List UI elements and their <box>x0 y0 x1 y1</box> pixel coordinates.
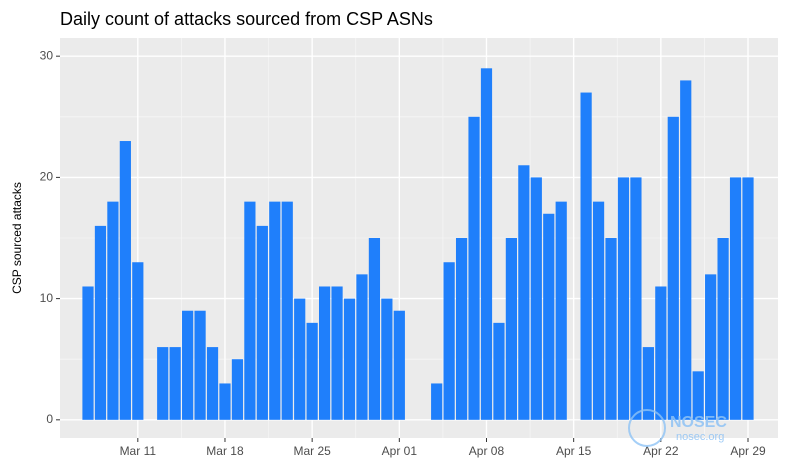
bar <box>692 371 704 420</box>
bar <box>642 347 654 420</box>
bar <box>493 322 505 420</box>
bar <box>194 310 206 420</box>
x-tick-label: Apr 01 <box>382 444 418 458</box>
y-tick-label: 10 <box>40 291 54 305</box>
bar <box>705 274 717 420</box>
bar <box>518 165 530 420</box>
y-tick-label: 20 <box>40 170 54 184</box>
bar <box>592 201 605 420</box>
y-axis-label: CSP sourced attacks <box>10 182 24 294</box>
x-tick-label: Apr 29 <box>730 444 766 458</box>
bar <box>94 225 107 420</box>
bar <box>119 141 131 420</box>
bar <box>617 177 630 420</box>
bar <box>667 116 679 420</box>
bar <box>182 310 194 420</box>
x-tick-label: Apr 15 <box>556 444 592 458</box>
y-tick-label: 30 <box>40 48 54 62</box>
bar <box>206 347 219 420</box>
bar <box>244 201 256 420</box>
bar <box>480 68 493 420</box>
chart-title: Daily count of attacks sourced from CSP … <box>60 9 433 29</box>
x-tick-label: Apr 22 <box>643 444 679 458</box>
bar <box>655 286 667 420</box>
bar <box>331 286 343 420</box>
x-tick-label: Mar 11 <box>120 444 157 458</box>
bar <box>343 298 356 420</box>
bar <box>82 286 94 420</box>
bar <box>381 298 393 420</box>
x-tick-label: Mar 25 <box>293 444 331 458</box>
bar <box>107 201 119 420</box>
x-tick-label: Apr 08 <box>469 444 505 458</box>
watermark-site: nosec.org <box>676 431 724 443</box>
bar <box>294 298 306 420</box>
bar <box>306 322 318 420</box>
bar <box>169 347 181 420</box>
bar <box>505 238 517 420</box>
bar <box>729 177 742 420</box>
bar <box>368 238 381 420</box>
watermark-name: NOSEC <box>670 414 727 431</box>
x-tick-label: Mar 18 <box>206 444 244 458</box>
bar <box>580 92 592 420</box>
bar <box>605 238 617 420</box>
bar <box>319 286 331 420</box>
bar <box>543 213 555 420</box>
bar <box>231 359 244 420</box>
bar <box>468 116 480 420</box>
y-tick-label: 0 <box>46 412 53 426</box>
bar <box>443 262 455 420</box>
bar <box>742 177 754 420</box>
bar <box>555 201 567 420</box>
bar <box>281 201 293 420</box>
bar <box>256 225 268 420</box>
bar <box>393 310 405 420</box>
bar <box>132 262 144 420</box>
bar <box>157 347 169 420</box>
bar <box>431 383 443 420</box>
bar <box>717 238 729 420</box>
bar <box>530 177 542 420</box>
bar <box>455 238 468 420</box>
bar <box>680 80 692 420</box>
bar <box>356 274 368 420</box>
bar <box>269 201 281 420</box>
watermark-logo <box>628 409 666 447</box>
bar <box>219 383 231 420</box>
bar <box>630 177 642 420</box>
